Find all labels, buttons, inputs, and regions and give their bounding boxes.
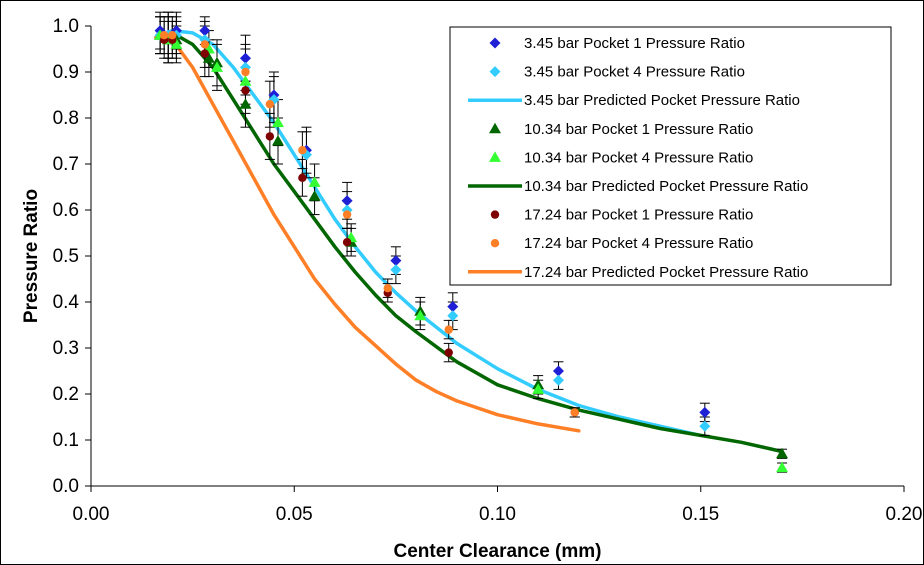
legend: 3.45 bar Pocket 1 Pressure Ratio 3.45 bar… xyxy=(449,26,892,286)
legend-marker xyxy=(489,37,501,49)
data-point xyxy=(390,255,402,267)
data-point xyxy=(159,31,169,40)
data-point xyxy=(414,309,427,321)
y-tick-label: 0.5 xyxy=(53,246,79,267)
series-line xyxy=(154,35,581,433)
x-tick-label: 0.05 xyxy=(276,504,313,525)
legend-label: 3.45 bar Pocket 4 Pressure Ratio xyxy=(524,64,745,81)
legend-marker xyxy=(490,210,500,219)
y-tick-label: 0.4 xyxy=(53,292,80,313)
legend-label: 17.24 bar Pocket 1 Pressure Ratio xyxy=(524,207,753,224)
data-point xyxy=(341,195,353,207)
legend-box xyxy=(449,26,892,286)
data-point xyxy=(271,135,284,146)
data-point xyxy=(447,310,459,322)
data-point xyxy=(552,365,564,377)
data-point xyxy=(168,31,177,40)
x-tick-label: 0.10 xyxy=(479,504,516,525)
data-point xyxy=(202,52,215,63)
legend-label: 17.24 bar Pocket 4 Pressure Ratio xyxy=(524,235,753,252)
x-tick-label: 0.00 xyxy=(73,504,110,525)
legend-label: 10.34 bar Predicted Pocket Pressure Rati… xyxy=(524,178,808,195)
y-tick-label: 0.1 xyxy=(53,430,79,451)
data-point xyxy=(776,447,789,459)
legend-label: 10.34 bar Pocket 1 Pressure Ratio xyxy=(524,121,753,138)
data-point xyxy=(200,40,210,49)
data-point xyxy=(447,301,459,313)
data-point xyxy=(170,38,183,49)
y-tick-label: 0.0 xyxy=(53,476,79,497)
data-point xyxy=(570,408,579,417)
data-point xyxy=(239,52,251,64)
data-point xyxy=(383,284,392,293)
data-series-layer xyxy=(154,11,789,473)
legend-label: 3.45 bar Predicted Pocket Pressure Ratio xyxy=(524,92,800,109)
y-tick-label: 0.7 xyxy=(53,154,79,175)
legend-marker xyxy=(490,239,500,248)
data-point xyxy=(390,264,402,276)
data-point xyxy=(271,116,284,128)
series-line xyxy=(154,28,703,438)
data-point xyxy=(308,176,321,187)
data-point xyxy=(342,210,352,219)
legend-label: 17.24 bar Predicted Pocket Pressure Rati… xyxy=(524,264,808,281)
x-axis-title: Center Clearance (mm) xyxy=(393,541,601,562)
data-point xyxy=(776,461,789,473)
series-line xyxy=(154,31,784,454)
data-point xyxy=(342,238,352,247)
y-tick-label: 0.9 xyxy=(53,62,79,83)
data-point xyxy=(552,374,564,386)
data-point xyxy=(199,25,211,37)
legend-marker xyxy=(489,122,501,134)
data-point xyxy=(241,67,250,77)
y-tick-label: 1.0 xyxy=(53,16,79,37)
y-tick-label: 0.2 xyxy=(53,384,79,405)
data-point xyxy=(241,86,250,95)
x-tick-label: 0.20 xyxy=(886,504,923,525)
y-tick-label: 0.3 xyxy=(53,338,79,359)
legend-marker xyxy=(489,151,501,162)
data-point xyxy=(444,348,453,357)
legend-label: 3.45 bar Pocket 1 Pressure Ratio xyxy=(524,35,745,52)
x-tick-label: 0.15 xyxy=(682,504,719,525)
data-point xyxy=(239,75,252,86)
y-tick-label: 0.8 xyxy=(53,108,79,129)
axes-layer: 0.0 0.1 0.2 0.3 0.4 0.5 0.6 0.7 0.8 0.9 1.0 0.00 0.0… xyxy=(53,16,923,525)
y-tick-label: 0.6 xyxy=(53,200,79,221)
data-point xyxy=(298,146,307,155)
data-point xyxy=(308,190,321,201)
legend-label: 10.34 bar Pocket 4 Pressure Ratio xyxy=(524,149,753,166)
data-point xyxy=(265,100,275,109)
legend-marker xyxy=(489,66,501,78)
data-point xyxy=(265,132,275,141)
data-point xyxy=(444,325,453,334)
data-point xyxy=(211,61,224,72)
data-point xyxy=(532,383,545,394)
data-point xyxy=(699,406,711,418)
data-point xyxy=(200,49,210,58)
y-axis-title: Pressure Ratio xyxy=(21,189,42,323)
data-point xyxy=(298,173,307,182)
data-point xyxy=(239,98,252,109)
data-point xyxy=(699,420,711,432)
